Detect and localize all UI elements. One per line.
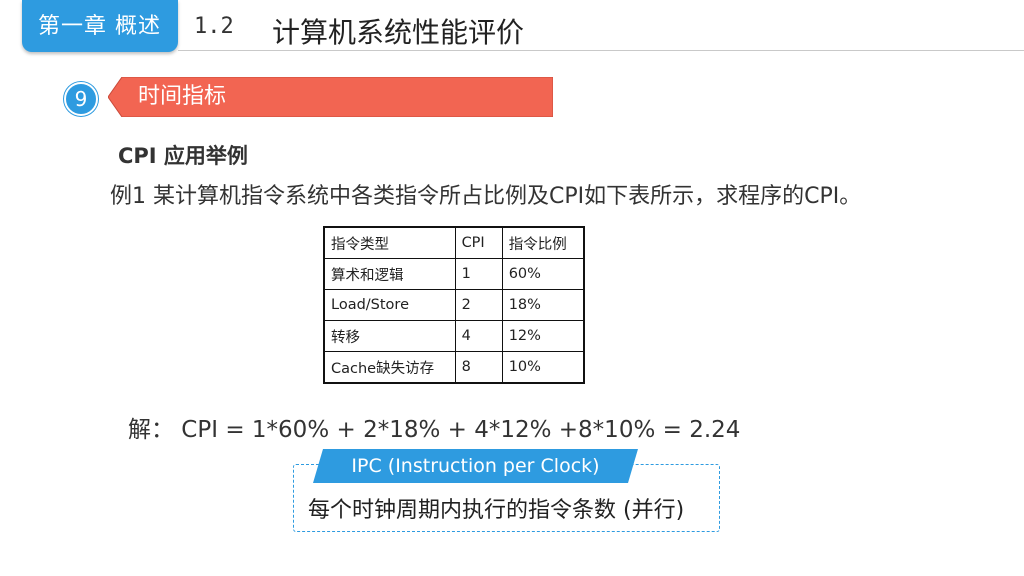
item-number-badge: 9 bbox=[64, 82, 98, 116]
table-cell: Cache缺失访存 bbox=[323, 351, 456, 384]
table-header-row: 指令类型 CPI 指令比例 bbox=[323, 226, 585, 259]
table-cell: Load/Store bbox=[323, 289, 456, 321]
table-header-cell: CPI bbox=[454, 226, 503, 259]
topic-banner: 时间指标 bbox=[108, 77, 553, 117]
table-row: 算术和逻辑 1 60% bbox=[323, 258, 585, 290]
table-cell: 1 bbox=[454, 258, 503, 290]
table-cell: 18% bbox=[501, 289, 585, 321]
table-cell: 12% bbox=[501, 320, 585, 352]
table-cell: 10% bbox=[501, 351, 585, 384]
topic-banner-label: 时间指标 bbox=[138, 84, 227, 109]
cpi-table: 指令类型 CPI 指令比例 算术和逻辑 1 60% Load/Store 2 1… bbox=[323, 226, 585, 384]
table-cell: 算术和逻辑 bbox=[323, 258, 456, 290]
table-row: Cache缺失访存 8 10% bbox=[323, 351, 585, 384]
header-divider bbox=[178, 50, 1024, 51]
ipc-tag: IPC (Instruction per Clock) bbox=[313, 449, 638, 483]
ipc-title: IPC (Instruction per Clock) bbox=[351, 455, 600, 477]
table-cell: 转移 bbox=[323, 320, 456, 352]
solution-text: 解： CPI = 1*60% + 2*18% + 4*12% +8*10% = … bbox=[128, 417, 741, 443]
table-header-cell: 指令比例 bbox=[501, 226, 585, 259]
banner-shape bbox=[108, 77, 553, 117]
page-title: 计算机系统性能评价 bbox=[272, 16, 525, 49]
ipc-tag-shape bbox=[313, 449, 638, 483]
example-statement: 例1 某计算机指令系统中各类指令所占比例及CPI如下表所示，求程序的CPI。 bbox=[110, 184, 862, 209]
table-cell: 8 bbox=[454, 351, 503, 384]
section-number: 1.2 bbox=[194, 14, 234, 39]
table-header-cell: 指令类型 bbox=[323, 226, 456, 259]
chapter-label: 第一章 概述 bbox=[38, 14, 161, 39]
ipc-description: 每个时钟周期内执行的指令条数 (并行) bbox=[308, 498, 685, 523]
table-row: 转移 4 12% bbox=[323, 320, 585, 352]
section-heading: CPI 应用举例 bbox=[118, 144, 248, 168]
chapter-tab[interactable]: 第一章 概述 bbox=[22, 0, 178, 52]
table-row: Load/Store 2 18% bbox=[323, 289, 585, 321]
table-cell: 4 bbox=[454, 320, 503, 352]
table-cell: 2 bbox=[454, 289, 503, 321]
table-cell: 60% bbox=[501, 258, 585, 290]
